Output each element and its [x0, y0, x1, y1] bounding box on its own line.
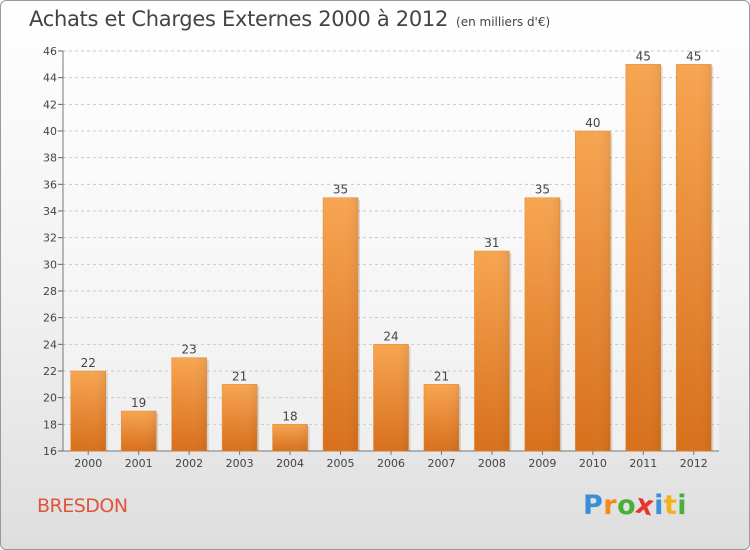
x-tick-label: 2012 [680, 457, 708, 470]
bar-shine [423, 384, 459, 451]
bar-shine [222, 384, 258, 451]
x-tick-label: 2008 [478, 457, 506, 470]
y-tick-label: 26 [43, 312, 57, 325]
y-tick-label: 42 [43, 98, 57, 111]
bar-shine [121, 411, 157, 451]
x-tick-label: 2010 [579, 457, 607, 470]
logo-letter: o [617, 490, 637, 521]
data-label: 45 [636, 49, 651, 63]
data-label: 45 [686, 49, 701, 63]
y-tick-label: 16 [43, 445, 57, 458]
data-label: 21 [232, 369, 247, 383]
x-tick-label: 2004 [276, 457, 304, 470]
x-tick-label: 2006 [377, 457, 405, 470]
y-tick-label: 18 [43, 418, 57, 431]
y-tick-label: 40 [43, 125, 57, 138]
x-tick-label: 2005 [327, 457, 355, 470]
x-tick-label: 2001 [125, 457, 153, 470]
y-tick-label: 24 [43, 338, 57, 351]
x-tick-label: 2000 [74, 457, 102, 470]
bar-shine [70, 371, 106, 451]
logo-letter: P [583, 490, 604, 521]
y-tick-label: 32 [43, 232, 57, 245]
y-tick-label: 36 [43, 178, 57, 191]
bar-shine [474, 251, 510, 451]
logo-letter: i [677, 490, 688, 521]
x-tick-label: 2009 [528, 457, 556, 470]
x-tick-label: 2011 [629, 457, 657, 470]
chart-title: Achats et Charges Externes 2000 à 2012 (e… [29, 7, 550, 31]
commune-name: BRESDON [37, 495, 128, 517]
bar-shine [323, 197, 359, 451]
bar-shine [676, 64, 712, 452]
logo-letter: r [603, 490, 618, 521]
bar-shine [575, 131, 611, 451]
data-label: 23 [182, 343, 197, 357]
bar-shine [373, 344, 409, 451]
bar-shine [171, 357, 207, 451]
data-label: 21 [434, 369, 449, 383]
data-label: 22 [81, 356, 96, 370]
y-tick-label: 22 [43, 365, 57, 378]
y-tick-label: 30 [43, 258, 57, 271]
data-label: 35 [333, 183, 348, 197]
y-tick-label: 20 [43, 392, 57, 405]
data-label: 19 [131, 396, 146, 410]
x-tick-label: 2002 [175, 457, 203, 470]
data-label: 24 [383, 329, 398, 343]
x-tick-label: 2007 [427, 457, 455, 470]
data-label: 31 [484, 236, 499, 250]
data-label: 40 [585, 116, 600, 130]
chart-title-text: Achats et Charges Externes 2000 à 2012 [29, 7, 449, 31]
y-tick-label: 44 [43, 72, 57, 85]
bar-shine [272, 424, 308, 451]
bar-shine [625, 64, 661, 452]
y-tick-label: 34 [43, 205, 57, 218]
x-tick-label: 2003 [226, 457, 254, 470]
data-label: 18 [282, 409, 297, 423]
y-tick-label: 46 [43, 45, 57, 58]
y-tick-label: 28 [43, 285, 57, 298]
proxiti-logo: Proxiti [583, 488, 688, 522]
y-tick-label: 38 [43, 152, 57, 165]
logo-letter: t [663, 490, 678, 521]
unit-label: (en milliers d'€) [456, 15, 551, 29]
logo-letter: i [654, 490, 664, 521]
data-label: 35 [535, 183, 550, 197]
bar-shine [524, 197, 560, 451]
